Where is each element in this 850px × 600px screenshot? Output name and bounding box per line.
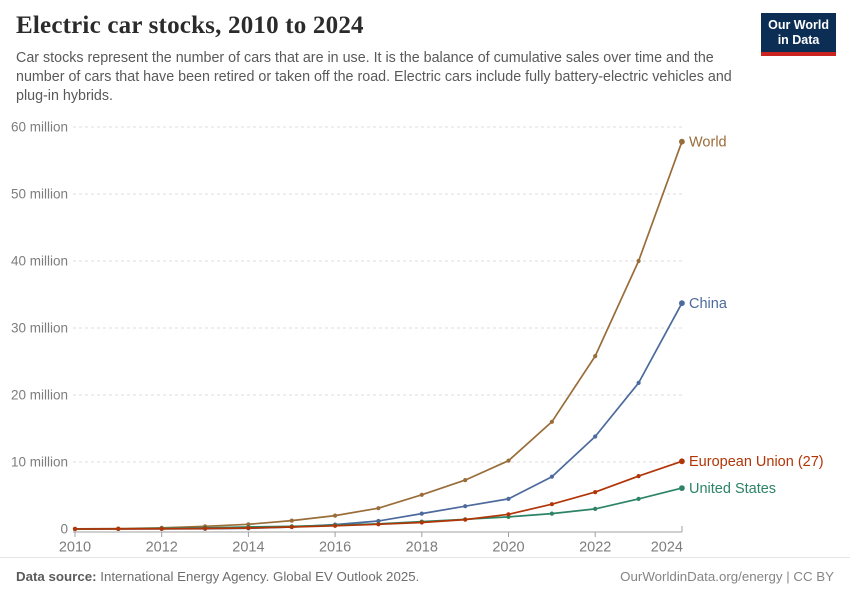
data-point-world-2015[interactable]: [289, 518, 294, 523]
data-point-world-2019[interactable]: [463, 478, 468, 483]
data-point-european-union-27-2018[interactable]: [419, 520, 424, 525]
data-point-world-2022[interactable]: [593, 354, 598, 359]
chart-header: Electric car stocks, 2010 to 2024 Car st…: [16, 12, 756, 106]
series-line-world[interactable]: [74, 140, 683, 530]
y-tick-label: 0: [60, 522, 68, 537]
data-point-european-union-27-2016[interactable]: [333, 523, 338, 528]
series-label-european-union-27[interactable]: European Union (27): [689, 454, 824, 470]
data-source-text: International Energy Agency. Global EV O…: [96, 569, 420, 584]
data-point-european-union-27-2017[interactable]: [376, 522, 381, 527]
x-tick-label: 2016: [319, 540, 351, 556]
data-point-european-union-27-2010[interactable]: [72, 526, 78, 532]
x-tick-label: 2024: [651, 540, 683, 556]
y-tick-label: 20 million: [11, 388, 68, 403]
data-point-united-states-2024[interactable]: [679, 485, 685, 491]
data-point-european-union-27-2022[interactable]: [593, 490, 598, 495]
data-point-european-union-27-2023[interactable]: [636, 474, 641, 479]
data-point-china-2023[interactable]: [636, 380, 641, 385]
x-tick-label: 2020: [492, 540, 524, 556]
y-gridlines: [73, 126, 682, 463]
x-tick-label: 2018: [406, 540, 438, 556]
data-point-united-states-2023[interactable]: [636, 496, 641, 501]
line-chart[interactable]: 0 10 million 20 million 30 million 40 millio…: [0, 115, 850, 560]
data-point-european-union-27-2019[interactable]: [463, 517, 468, 522]
data-point-european-union-27-2012[interactable]: [159, 526, 164, 531]
y-tick-label: 40 million: [11, 254, 68, 269]
data-point-world-2017[interactable]: [376, 506, 381, 511]
owid-logo-line1: Our World: [768, 18, 829, 32]
data-point-european-union-27-2020[interactable]: [506, 512, 511, 517]
data-point-world-2021[interactable]: [549, 419, 555, 424]
y-tick-label: 30 million: [11, 321, 68, 336]
series-label-united-states[interactable]: United States: [689, 481, 776, 497]
x-tick-label: 2022: [579, 540, 611, 556]
data-source-label: Data source:: [16, 569, 97, 584]
data-point-european-union-27-2015[interactable]: [289, 524, 294, 530]
y-tick-label: 10 million: [11, 455, 68, 470]
y-tick-label: 60 million: [11, 120, 68, 135]
data-source: Data source: International Energy Agency…: [16, 569, 419, 584]
data-point-china-2018[interactable]: [419, 511, 424, 516]
data-point-united-states-2021[interactable]: [549, 511, 555, 516]
data-point-world-2023[interactable]: [636, 258, 641, 264]
data-point-world-2018[interactable]: [419, 492, 424, 497]
data-point-european-union-27-2021[interactable]: [549, 502, 555, 507]
data-point-china-2024[interactable]: [679, 300, 685, 307]
data-point-european-union-27-2011[interactable]: [116, 526, 121, 531]
series-label-world[interactable]: World: [689, 135, 727, 151]
page-title: Electric car stocks, 2010 to 2024: [16, 12, 364, 39]
data-point-united-states-2022[interactable]: [593, 506, 598, 511]
y-tick-label: 50 million: [11, 187, 68, 202]
x-tick-label: 2012: [146, 540, 178, 556]
x-tick-label: 2010: [59, 540, 91, 556]
data-point-china-2020[interactable]: [506, 496, 511, 501]
data-point-china-2017[interactable]: [376, 518, 381, 524]
data-point-china-2022[interactable]: [593, 434, 598, 439]
x-tick-label: 2014: [232, 540, 264, 556]
owid-logo[interactable]: Our World in Data: [761, 13, 836, 56]
chart-footer: Data source: International Energy Agency…: [0, 557, 850, 600]
series-united-states[interactable]: United States: [72, 481, 776, 532]
owid-cc-link[interactable]: OurWorldinData.org/energy | CC BY: [620, 569, 834, 584]
data-point-china-2021[interactable]: [549, 474, 555, 479]
data-point-world-2024[interactable]: [679, 138, 685, 145]
chart-area: 0 10 million 20 million 30 million 40 millio…: [0, 115, 850, 560]
series-line-european-union-27[interactable]: [74, 460, 683, 530]
x-axis: 2010 2012 2014 2016 2018 2020 2022 2024: [59, 526, 683, 556]
series-china[interactable]: China: [72, 296, 728, 532]
page-subtitle: Car stocks represent the number of cars …: [16, 50, 732, 104]
series-label-china[interactable]: China: [689, 296, 728, 312]
data-point-china-2019[interactable]: [463, 504, 468, 509]
data-point-world-2020[interactable]: [506, 458, 511, 463]
y-axis-labels: 0 10 million 20 million 30 million 40 millio…: [11, 120, 68, 537]
series-european-union-27[interactable]: European Union (27): [72, 454, 824, 532]
data-point-european-union-27-2013[interactable]: [203, 526, 208, 531]
data-point-european-union-27-2014[interactable]: [246, 525, 251, 531]
series-line-china[interactable]: [74, 302, 683, 530]
owid-logo-line2: in Data: [777, 32, 820, 47]
data-point-european-union-27-2024[interactable]: [679, 458, 685, 465]
data-point-world-2016[interactable]: [333, 513, 338, 518]
